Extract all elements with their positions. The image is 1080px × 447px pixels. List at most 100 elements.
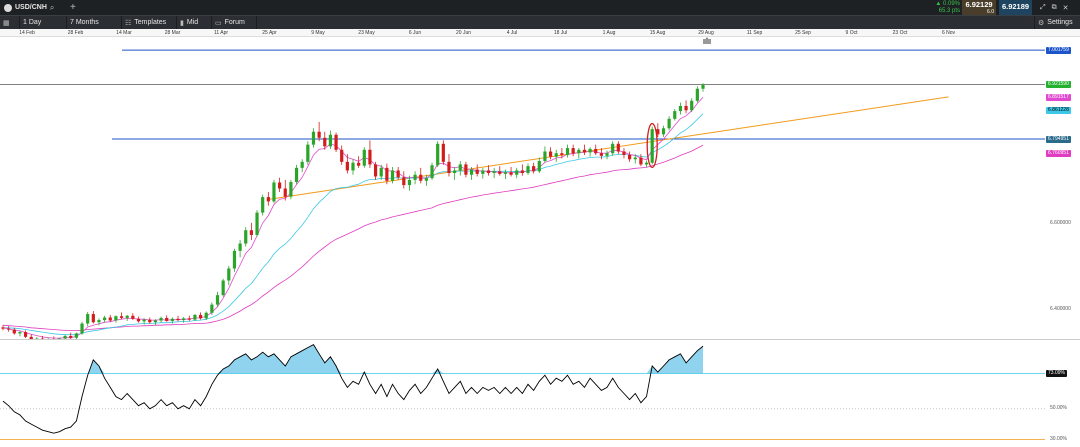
candle-body <box>176 318 180 321</box>
range-label: 7 Months <box>70 19 99 26</box>
candle <box>53 336 55 339</box>
forum-label: Forum <box>224 19 245 26</box>
candle <box>91 311 95 324</box>
candle-body <box>261 197 265 213</box>
fast-ma-price-label: 6.891517 <box>1046 93 1071 101</box>
candle <box>628 151 632 162</box>
candle <box>492 167 496 179</box>
candle <box>311 128 316 148</box>
candle <box>481 167 485 179</box>
candle-body <box>278 182 282 189</box>
chat-icon: ▭ <box>215 19 222 27</box>
date-tick-label: 29 Aug <box>698 30 714 36</box>
pane-divider[interactable] <box>0 339 1080 340</box>
candle-body <box>492 171 496 174</box>
expand-icon[interactable]: ⤢ <box>1040 3 1046 11</box>
candle-body <box>644 162 649 165</box>
interval-dropdown[interactable]: 1 Day <box>20 16 67 29</box>
spread-value: 6.0 <box>987 9 994 15</box>
candle-body <box>373 164 378 177</box>
candle <box>447 154 451 177</box>
candle <box>323 131 327 150</box>
candle-body <box>543 151 547 161</box>
grid-icon: ▦ <box>3 19 10 27</box>
forum-button[interactable]: ▭ Forum <box>212 16 257 29</box>
symbol-tab[interactable]: USD/CNH ⌕ <box>4 0 54 15</box>
candle-body <box>588 148 592 153</box>
date-tick-label: 6 Jun <box>408 30 422 36</box>
date-tick-label: 23 Oct <box>892 30 908 36</box>
range-dropdown[interactable]: 7 Months <box>67 16 122 29</box>
close-icon[interactable]: ✕ <box>1062 4 1069 12</box>
settings-label: Settings <box>1047 19 1073 26</box>
candle-body <box>673 111 677 119</box>
price-chart[interactable] <box>0 38 1080 339</box>
candle-body <box>266 197 270 202</box>
sell-price-button[interactable]: 6.92129 6.0 <box>962 0 996 15</box>
date-tick-label: 1 Aug <box>602 30 616 36</box>
candle <box>153 319 158 326</box>
popout-icon[interactable]: ⧉ <box>1051 3 1057 11</box>
candle-body <box>605 153 609 156</box>
candle <box>695 86 699 103</box>
templates-icon: ☷ <box>125 19 132 27</box>
candle-body <box>294 167 299 183</box>
candle <box>227 265 231 286</box>
candle <box>515 167 519 179</box>
currency-icon <box>4 3 12 12</box>
candle-body <box>582 149 587 153</box>
buy-price-button[interactable]: 6.92189 <box>999 0 1032 15</box>
candle-body <box>328 134 333 147</box>
fast-moving-average <box>2 97 704 339</box>
candle <box>611 141 615 156</box>
support-price-label: 6.794951 <box>1046 135 1071 143</box>
candle-body <box>464 164 468 175</box>
candle <box>198 312 203 320</box>
layout-button[interactable]: ▦ <box>0 16 20 29</box>
add-tab-icon[interactable]: + <box>70 2 76 13</box>
candle-body <box>204 312 208 319</box>
search-icon[interactable]: ⌕ <box>49 2 55 12</box>
candle <box>560 148 564 159</box>
candle-body <box>419 174 423 181</box>
candle <box>571 144 575 157</box>
candle-body <box>255 212 259 235</box>
candle <box>306 141 310 165</box>
rsi-chart[interactable] <box>0 340 1080 447</box>
candle <box>690 98 694 112</box>
candle-body <box>532 166 536 172</box>
candle-body <box>515 170 519 175</box>
slow-ma-price-label: 6.760951 <box>1046 150 1071 158</box>
candle-body <box>7 328 11 330</box>
candle <box>526 163 530 175</box>
candle <box>159 316 163 323</box>
candle-body <box>244 230 248 244</box>
candle <box>35 337 39 339</box>
candle <box>131 313 135 321</box>
candle-body <box>182 318 186 321</box>
candle-body <box>379 167 383 177</box>
time-cursor-handle[interactable] <box>703 39 711 44</box>
candle <box>69 332 73 339</box>
candle-body <box>159 317 163 321</box>
settings-button[interactable]: ⚙ Settings <box>1034 16 1080 29</box>
mid-ma-price-label: 6.861228 <box>1046 107 1071 115</box>
candle-body <box>86 314 90 324</box>
candle-body <box>684 105 688 111</box>
price-type-dropdown[interactable]: ▮ Mid <box>177 16 212 29</box>
candle-body <box>311 131 316 145</box>
candle <box>232 248 237 272</box>
candle <box>221 278 225 297</box>
candle-body <box>498 171 502 174</box>
candle <box>368 140 372 168</box>
candle-body <box>345 161 349 171</box>
resistance-price-label: 7.001759 <box>1046 46 1071 54</box>
mid-moving-average <box>3 113 704 336</box>
gear-icon: ⚙ <box>1038 19 1045 27</box>
chart-toolbar: ▦ 1 Day 7 Months ☷ Templates ▮ Mid ▭ Forum … <box>0 15 1080 29</box>
candle-body <box>611 143 615 154</box>
candle-body <box>198 314 203 319</box>
templates-button[interactable]: ☷ Templates <box>122 16 177 29</box>
candle <box>532 162 536 174</box>
